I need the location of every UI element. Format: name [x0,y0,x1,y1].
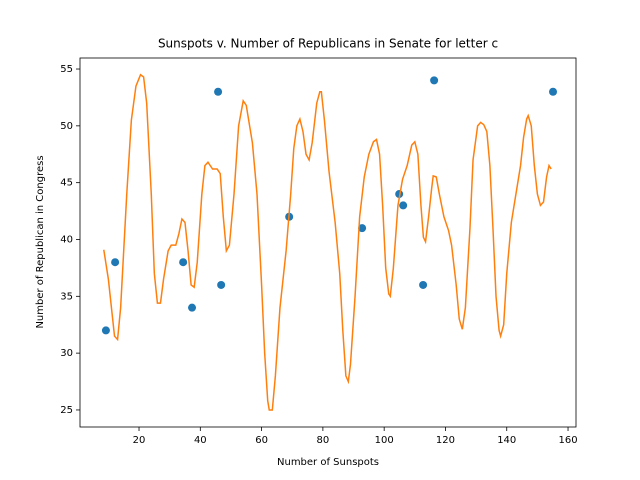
point [101,326,110,335]
y-tick-label: 40 [60,234,73,245]
y-tick-label: 30 [60,348,73,359]
x-tick-label: 160 [558,435,577,446]
y-axis-label: Number of Republican in Congress [35,155,46,328]
x-tick-label: 80 [317,435,330,446]
x-tick-label: 100 [375,435,394,446]
point [188,303,197,312]
plot-area [101,73,558,411]
y-tick-label: 25 [60,405,73,416]
x-tick-label: 20 [133,435,146,446]
point [358,224,367,233]
y-tick-label: 50 [60,121,73,132]
point [111,258,120,267]
point [549,87,558,96]
y-tick-label: 55 [60,64,73,75]
point [214,87,223,96]
axes-frame [79,57,577,428]
point [217,280,226,289]
point [395,190,404,199]
line [103,73,552,411]
point [179,258,188,267]
chart-title: Sunspots v. Number of Republicans in Sen… [158,37,498,51]
x-tick-label: 60 [255,435,268,446]
point [419,280,428,289]
x-axis-label: Number of Sunspots [277,457,379,468]
x-tick-label: 120 [436,435,455,446]
point [399,201,408,210]
x-tick-label: 140 [497,435,516,446]
y-tick-label: 35 [60,291,73,302]
x-tick-label: 40 [194,435,207,446]
point [430,76,439,85]
y-tick-label: 45 [60,178,73,189]
